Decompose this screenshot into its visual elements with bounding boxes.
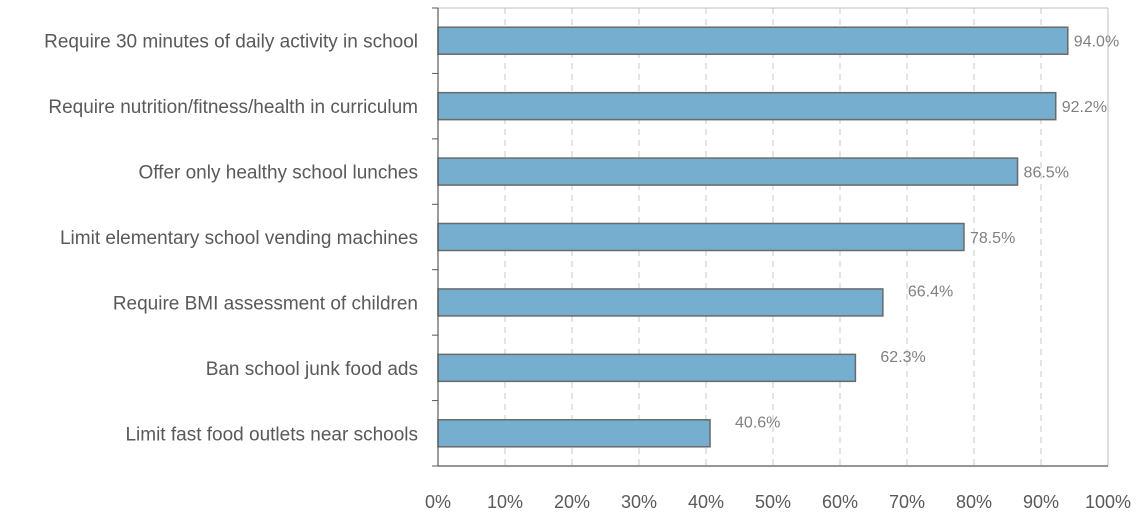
bar (437, 419, 711, 448)
x-tick-labels: 0% 10% 20% 30% 40% 50% 60% 70% 80% 90% 100% (425, 492, 1131, 512)
data-label: 92.2% (1062, 99, 1107, 116)
bar (437, 288, 884, 317)
bar (437, 26, 1069, 55)
category-label: Limit elementary school vending machines (60, 228, 418, 249)
x-tick-label: 70% (889, 492, 925, 512)
data-labels: 94.0% 92.2% 86.5% 78.5% 66.4% 62.3% 40.6% (735, 34, 1119, 432)
data-label: 66.4% (908, 283, 953, 300)
category-label: Require 30 minutes of daily activity in … (44, 32, 418, 53)
x-tick-label: 40% (688, 492, 724, 512)
x-tick-label: 100% (1085, 492, 1131, 512)
x-tick-label: 30% (621, 492, 657, 512)
category-label: Offer only healthy school lunches (138, 163, 418, 184)
x-tick-label: 0% (425, 492, 451, 512)
category-labels: Require 30 minutes of daily activity in … (44, 32, 418, 446)
bar (437, 353, 857, 383)
x-tick-label: 10% (487, 492, 523, 512)
data-label: 78.5% (970, 230, 1015, 247)
x-tick-label: 90% (1023, 492, 1059, 512)
category-label: Require BMI assessment of children (113, 293, 418, 314)
data-label: 62.3% (880, 349, 925, 366)
axes (432, 7, 1109, 467)
x-tick-label: 60% (822, 492, 858, 512)
data-label: 86.5% (1024, 165, 1069, 182)
data-label: 94.0% (1074, 34, 1119, 51)
bar (437, 157, 1019, 186)
bars (437, 26, 1069, 448)
x-tick-label: 50% (755, 492, 791, 512)
category-label: Ban school junk food ads (206, 359, 418, 380)
bar (437, 91, 1057, 121)
bar (437, 222, 965, 252)
category-label: Require nutrition/fitness/health in curr… (48, 97, 418, 118)
x-tick-label: 80% (956, 492, 992, 512)
data-label: 40.6% (735, 414, 780, 431)
category-label: Limit fast food outlets near schools (125, 424, 418, 445)
x-tick-label: 20% (554, 492, 590, 512)
